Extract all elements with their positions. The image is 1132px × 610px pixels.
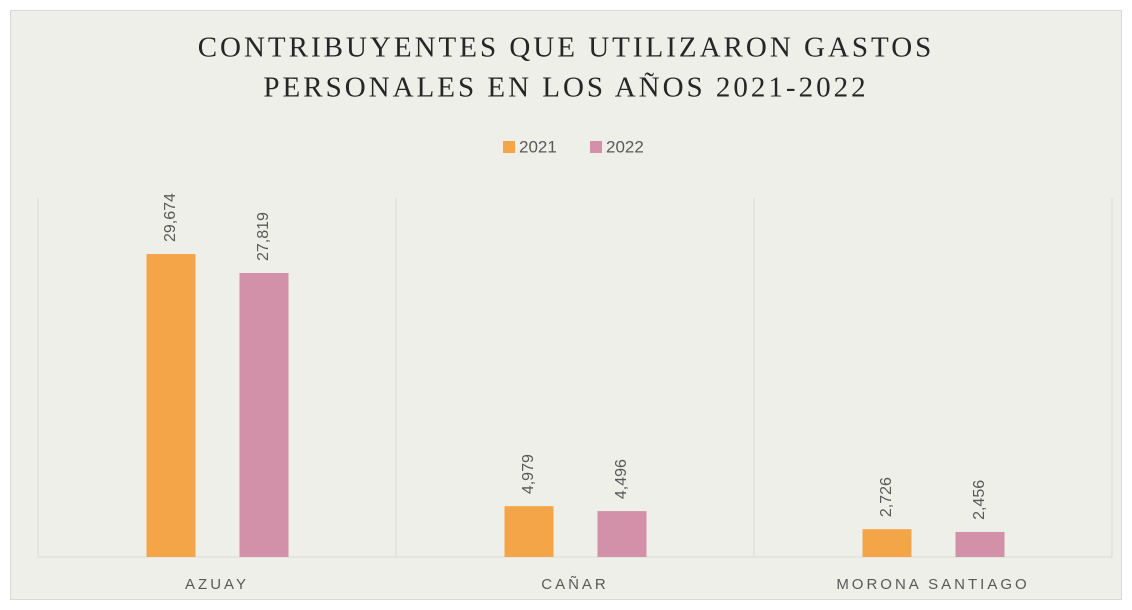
data-label: 27,819 <box>255 212 272 261</box>
x-tick-label: CAÑAR <box>541 576 609 593</box>
data-label: 2,456 <box>971 480 988 520</box>
chart-title: CONTRIBUYENTES QUE UTILIZARON GASTOS <box>198 32 935 64</box>
bar <box>955 531 1005 557</box>
bar <box>146 254 196 557</box>
bar <box>239 272 289 557</box>
legend-swatch <box>503 141 515 153</box>
x-tick-label: MORONA SANTIAGO <box>836 576 1029 593</box>
bar <box>862 529 912 557</box>
data-label: 4,496 <box>613 459 630 499</box>
chart-background <box>10 10 1122 600</box>
data-label: 29,674 <box>162 193 179 242</box>
x-tick-label: AZUAY <box>185 576 249 593</box>
bar <box>597 511 647 557</box>
legend-label: 2022 <box>606 137 644 156</box>
legend-swatch <box>590 141 602 153</box>
legend-label: 2021 <box>519 137 557 156</box>
data-label: 2,726 <box>878 477 895 517</box>
data-label: 4,979 <box>520 454 537 494</box>
chart-title: PERSONALES EN LOS AÑOS 2021-2022 <box>263 72 868 104</box>
bar <box>504 506 554 557</box>
